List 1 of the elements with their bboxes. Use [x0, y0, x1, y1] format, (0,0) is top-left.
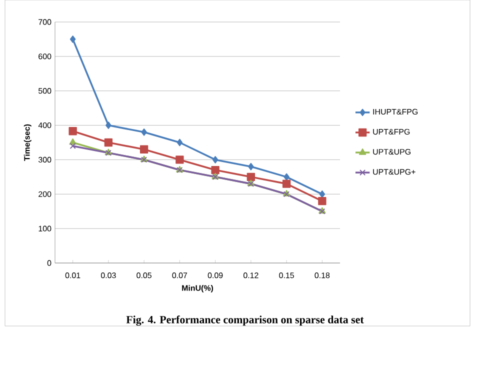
caption: Fig. 4. Performance comparison on sparse data set	[126, 316, 364, 326]
